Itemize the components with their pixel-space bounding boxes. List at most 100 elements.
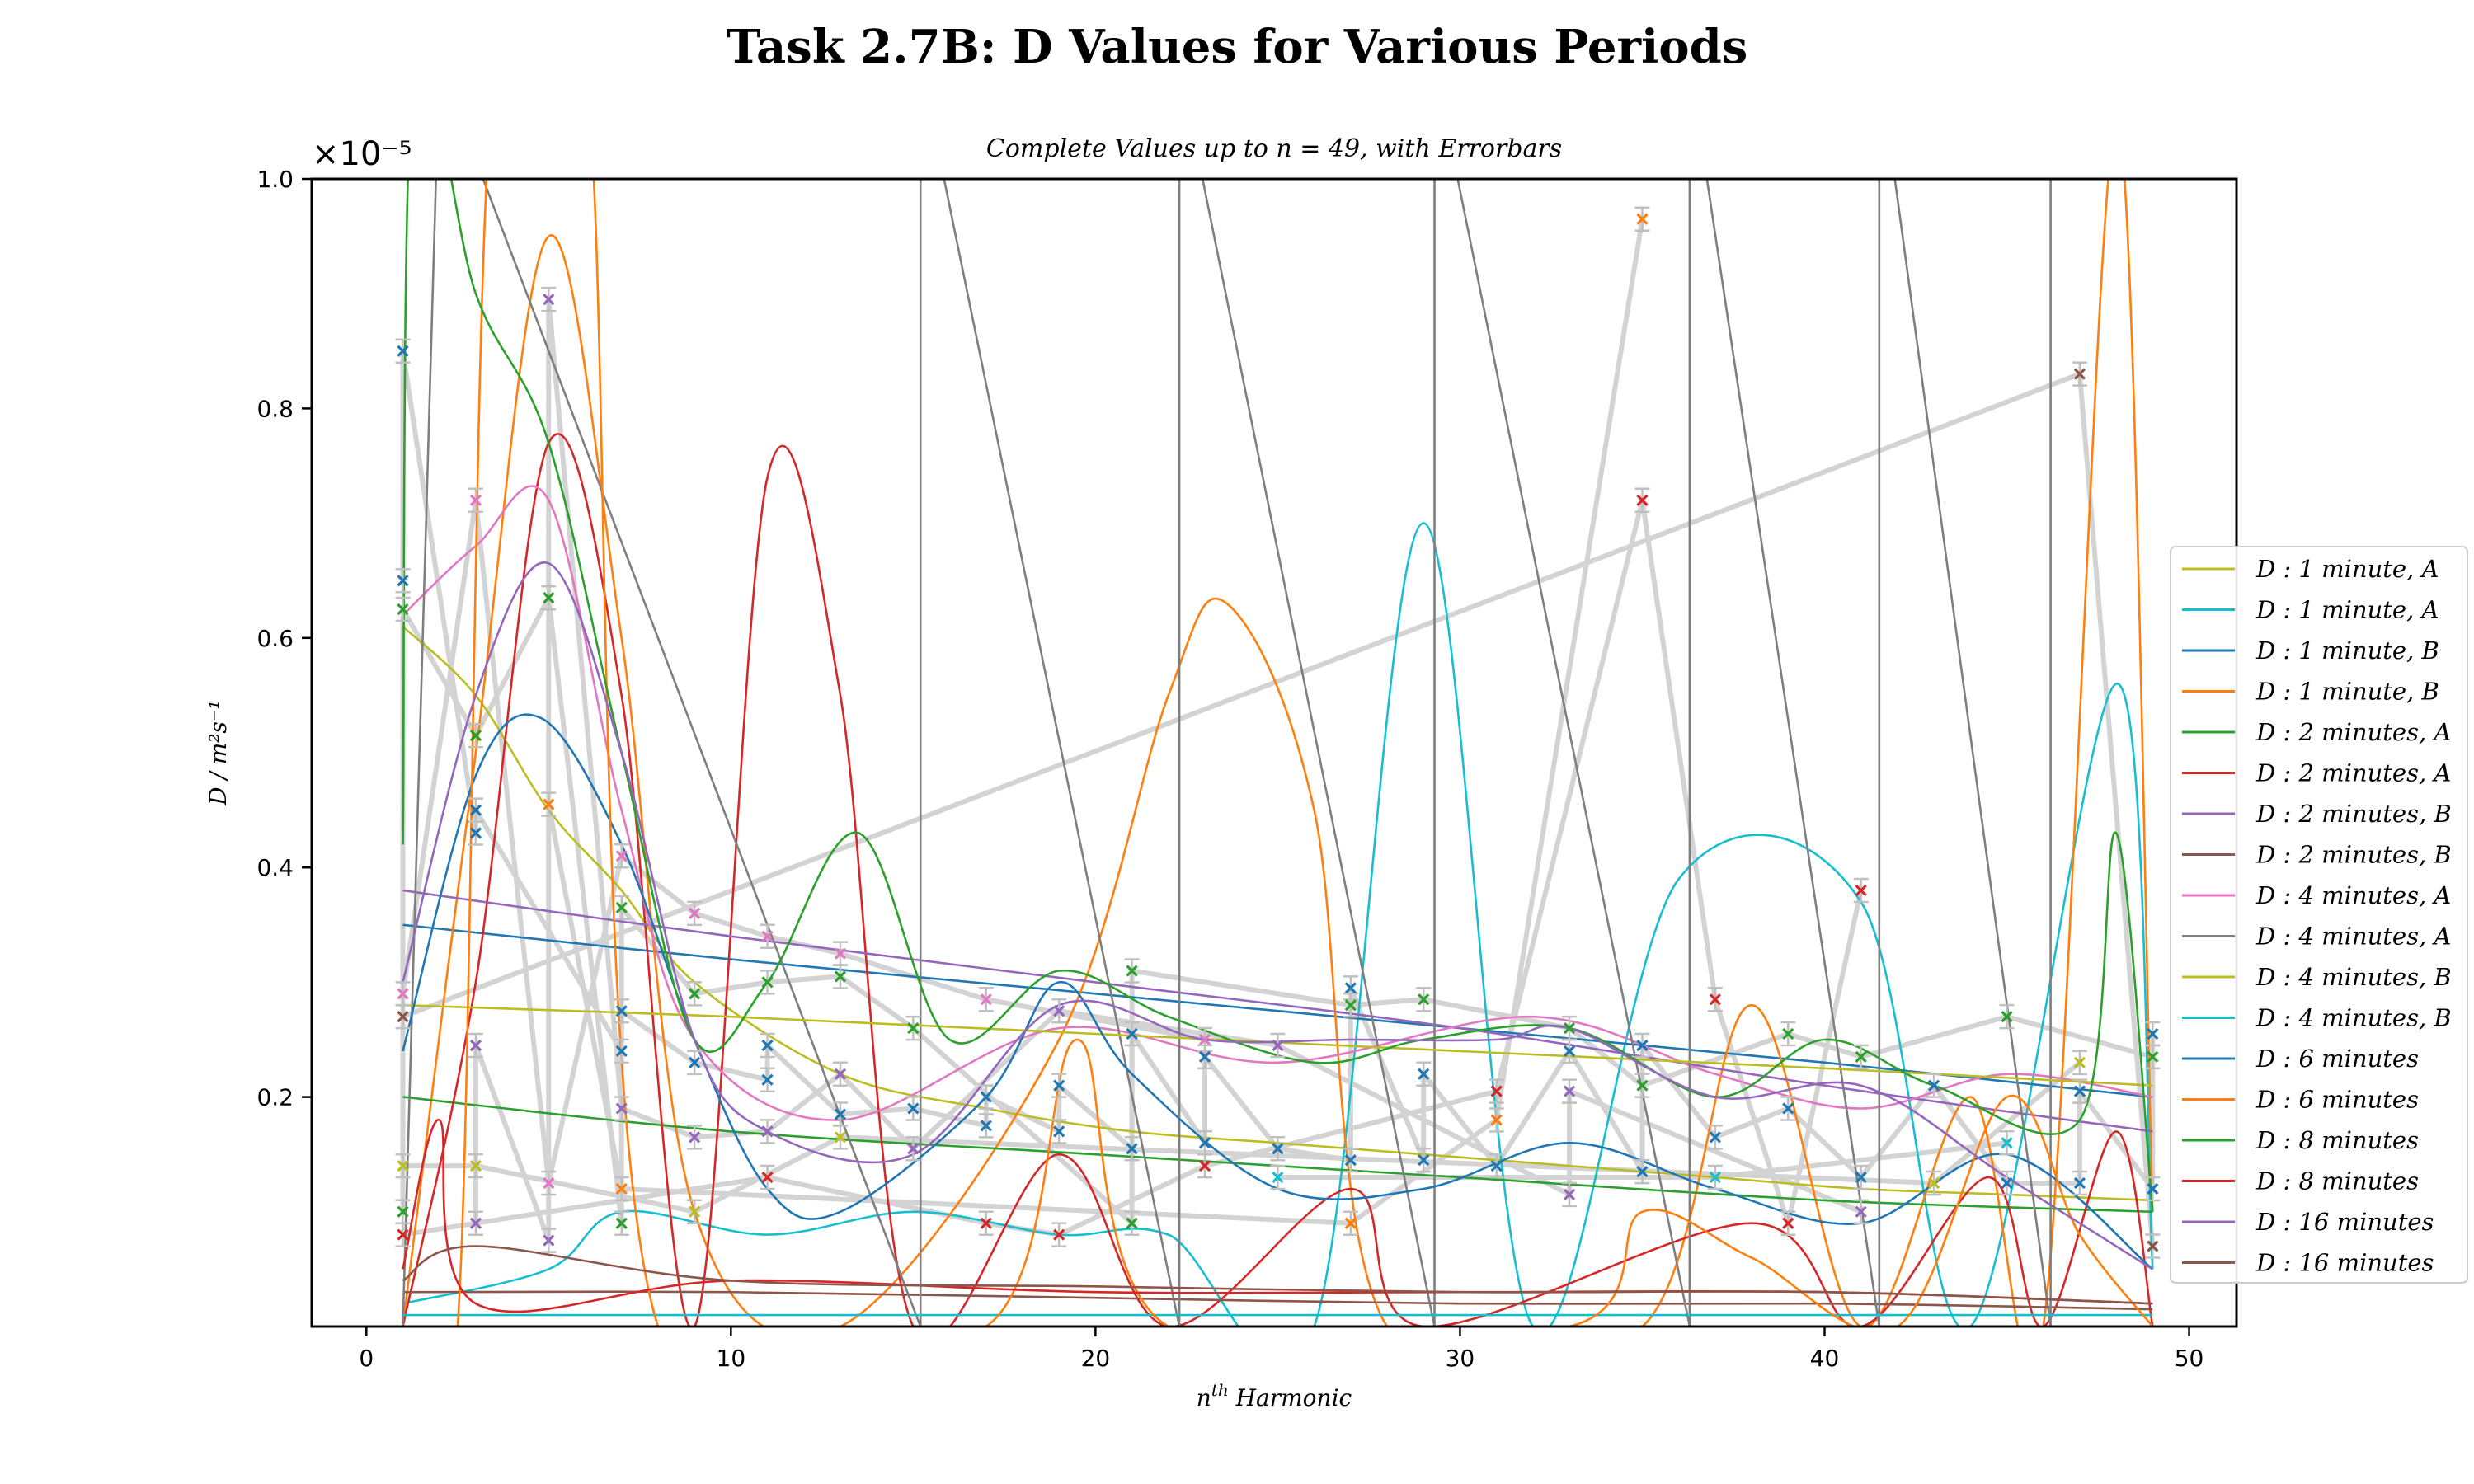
- x-marker: [469, 1039, 482, 1052]
- x-marker: [1709, 1171, 1722, 1184]
- data-point: [395, 596, 411, 622]
- data-point: [1489, 1078, 1504, 1104]
- data-point: [1416, 1061, 1432, 1087]
- data-point: [1270, 1032, 1286, 1059]
- y-multiplier: ×10⁻⁵: [312, 135, 412, 173]
- x-marker: [1855, 1171, 1867, 1184]
- series-lines: [402, 179, 2154, 1327]
- legend-label: D : 16 minutes: [2255, 1208, 2434, 1236]
- x-tick-label: 50: [2175, 1345, 2204, 1372]
- data-point: [395, 567, 411, 594]
- data-point: [1634, 206, 1650, 232]
- data-point: [687, 1050, 703, 1076]
- data-point: [1853, 877, 1869, 904]
- legend-label: D : 2 minutes, A: [2255, 718, 2451, 746]
- x-marker: [1782, 1217, 1794, 1229]
- x-label-rest: Harmonic: [1229, 1384, 1352, 1411]
- data-point: [1634, 1158, 1650, 1185]
- data-point: [468, 1153, 483, 1179]
- x-marker: [761, 976, 774, 989]
- data-point: [760, 1119, 775, 1144]
- gray-trace: [546, 218, 1645, 1226]
- data-point: [1780, 1021, 1796, 1047]
- legend-label: D : 4 minutes, A: [2255, 881, 2451, 909]
- x-tick-label: 0: [359, 1345, 374, 1372]
- data-point: [2145, 1044, 2161, 1070]
- x-marker: [1198, 1033, 1211, 1046]
- x-marker: [1490, 1159, 1503, 1172]
- x-marker: [2073, 1056, 2086, 1068]
- data-point: [1707, 987, 1723, 1012]
- x-marker: [1636, 1039, 1649, 1052]
- x-marker: [1272, 1143, 1284, 1155]
- x-marker: [1344, 982, 1357, 994]
- data-point: [1051, 1222, 1067, 1247]
- x-marker: [761, 1171, 774, 1184]
- x-marker: [1927, 1079, 1940, 1092]
- x-marker: [1709, 993, 1722, 1006]
- x-marker: [469, 1159, 482, 1172]
- x-marker: [1709, 1131, 1722, 1144]
- x-marker: [615, 850, 628, 862]
- x-marker: [1636, 1079, 1649, 1092]
- x-marker: [1126, 1217, 1138, 1229]
- x-marker: [761, 1125, 774, 1138]
- data-point: [687, 1125, 703, 1150]
- x-marker: [2001, 1011, 2013, 1023]
- legend-label: D : 6 minutes: [2255, 1086, 2419, 1114]
- data-point: [978, 1084, 994, 1110]
- y-tick-label: 0.6: [256, 625, 294, 652]
- legend-label: D : 1 minute, B: [2255, 636, 2439, 665]
- x-marker: [2073, 1085, 2086, 1097]
- x-marker: [1636, 1165, 1649, 1178]
- x-marker: [1636, 494, 1649, 506]
- data-point: [760, 1067, 775, 1092]
- x-marker: [2147, 1050, 2159, 1064]
- data-point: [2072, 1078, 2087, 1104]
- x-marker: [2001, 1137, 2013, 1149]
- data-point: [614, 1038, 629, 1064]
- data-point: [2145, 1233, 2161, 1259]
- series-line: [402, 625, 2153, 1202]
- data-point: [1124, 1021, 1140, 1047]
- x-tick-label: 30: [1446, 1345, 1475, 1372]
- data-point: [541, 585, 557, 611]
- x-marker: [1855, 1050, 1867, 1064]
- x-marker: [1053, 1079, 1065, 1092]
- data-point: [1853, 1199, 1869, 1225]
- series-line: [402, 485, 2153, 1121]
- gray-trace: [400, 595, 2154, 1226]
- x-marker: [469, 1217, 482, 1229]
- x-marker: [1563, 1188, 1576, 1201]
- x-marker: [907, 1102, 920, 1115]
- gray-background-traces: [400, 218, 2156, 1247]
- x-marker: [2001, 1176, 2013, 1190]
- x-marker: [689, 1056, 701, 1068]
- data-point: [1999, 1003, 2015, 1030]
- x-marker: [1053, 1005, 1065, 1017]
- data-point: [1416, 1147, 1432, 1173]
- x-marker: [1344, 1154, 1357, 1167]
- x-marker: [1198, 1159, 1211, 1172]
- data-point: [1124, 1210, 1140, 1236]
- data-point: [1707, 1125, 1723, 1150]
- x-marker: [615, 1217, 628, 1229]
- x-marker: [1636, 213, 1649, 225]
- x-marker: [1272, 1171, 1284, 1184]
- data-point: [2145, 1176, 2161, 1202]
- legend-label: D : 6 minutes: [2255, 1045, 2419, 1073]
- series-line: [402, 1290, 2153, 1311]
- x-marker: [397, 1011, 409, 1023]
- data-point: [1999, 1130, 2015, 1156]
- legend-label: D : 2 minutes, B: [2255, 841, 2452, 869]
- data-point: [1124, 1135, 1140, 1162]
- x-marker: [397, 575, 409, 587]
- x-marker: [1126, 1027, 1138, 1040]
- legend-items: D : 1 minute, A D : 1 minute, A D : 1 minu…: [2182, 555, 2452, 1277]
- x-marker: [1418, 1068, 1430, 1080]
- data-point: [1999, 1170, 2015, 1196]
- legend-label: D : 8 minutes: [2255, 1126, 2419, 1154]
- x-marker: [615, 1005, 628, 1017]
- data-point: [1926, 1170, 1942, 1196]
